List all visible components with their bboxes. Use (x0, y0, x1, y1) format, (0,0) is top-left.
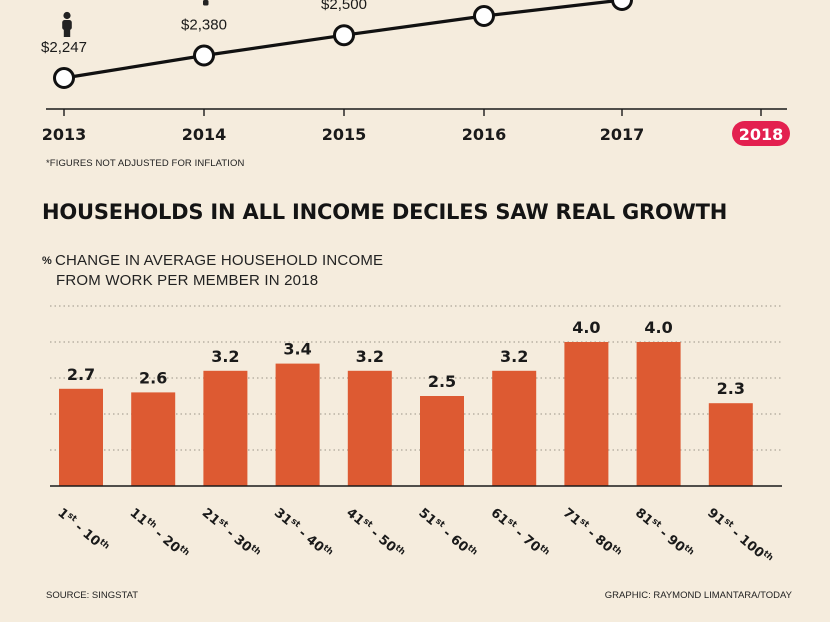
category-label: 31st - 40th (271, 505, 335, 562)
income-value-label: $2,380 (181, 17, 227, 34)
bar-value-label: 2.6 (139, 368, 167, 387)
top-line-chart: $2,247 $2,380 $2,500 2013 2014 2015 2016 2017 20… (41, 0, 790, 146)
category-label: 81st - 90th (632, 505, 696, 562)
bar-value-label: 2.5 (428, 372, 456, 391)
category-label: 71st - 80th (560, 505, 624, 562)
income-value-label: $2,247 (41, 39, 87, 56)
subtitle-line2: FROM WORK PER MEMBER IN 2018 (56, 272, 319, 289)
income-point (193, 44, 215, 67)
bar-value-label: 3.4 (283, 340, 311, 359)
year-label: 2014 (182, 125, 227, 144)
year-label: 2013 (42, 125, 87, 144)
graphic-credit: GRAPHIC: RAYMOND LIMANTARA/TODAY (604, 590, 792, 601)
bar-value-label: 4.0 (644, 318, 672, 337)
inflation-footnote: *FIGURES NOT ADJUSTED FOR INFLATION (46, 158, 245, 169)
category-label: 61st - 70th (488, 505, 552, 562)
bar-value-label: 2.3 (717, 379, 745, 398)
category-label: 11th - 20th (127, 505, 192, 563)
bar (59, 388, 103, 486)
income-value-label: $2,500 (321, 0, 367, 13)
chart-subtitle: % CHANGE IN AVERAGE HOUSEHOLD INCOME FROM… (42, 251, 383, 291)
bar-value-label: 3.2 (356, 347, 384, 366)
person-icon (62, 11, 72, 37)
bar (347, 370, 392, 486)
bar (636, 342, 681, 486)
category-label: 1st - 10th (54, 505, 111, 556)
bar-value-label: 4.0 (572, 318, 600, 337)
bar (492, 370, 537, 486)
category-label: 91st - 100th (704, 505, 775, 568)
bar (564, 342, 609, 486)
year-label-highlight: 2018 (739, 125, 784, 144)
source-note: SOURCE: SINGSTAT (46, 590, 139, 601)
year-label: 2016 (462, 125, 507, 144)
year-label: 2017 (600, 125, 645, 144)
highlight-pill (732, 121, 790, 146)
category-label: 51st - 60th (415, 505, 479, 562)
bar-value-label: 2.7 (67, 365, 95, 384)
bar (203, 370, 248, 486)
category-label: 41st - 50th (343, 505, 407, 562)
income-point (611, 0, 633, 11)
chart-title: HOUSEHOLDS IN ALL INCOME DECILES SAW REA… (42, 200, 728, 224)
subtitle-line1: CHANGE IN AVERAGE HOUSEHOLD INCOME (54, 252, 384, 269)
bar-value-label: 3.2 (211, 347, 239, 366)
person-icon (203, 0, 209, 6)
bar-chart: 2.7 1st - 10th 2.6 11th - 20th 3.2 21st - 30t… (50, 305, 782, 568)
bar-value-label: 3.2 (500, 347, 528, 366)
income-point (473, 5, 495, 27)
bar (275, 363, 320, 486)
bar (420, 396, 464, 486)
subtitle-symbol: % (42, 255, 52, 267)
bar (131, 392, 176, 486)
year-label: 2015 (322, 125, 367, 144)
bar (708, 403, 753, 486)
income-point (333, 24, 355, 47)
category-label: 21st - 30th (199, 505, 263, 562)
income-point (53, 67, 75, 89)
